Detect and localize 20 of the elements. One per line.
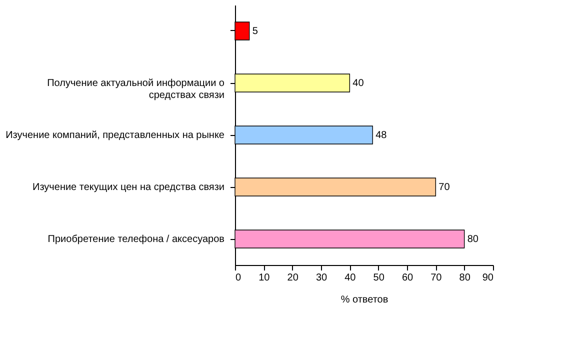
y-tick-label: Изучение компаний, представленных на рынке — [6, 130, 225, 141]
data-label: 70 — [438, 182, 450, 193]
x-tick-label: 40 — [344, 272, 356, 284]
data-label: 48 — [376, 130, 388, 141]
data-label: 80 — [467, 234, 479, 245]
x-tick-label: 0 — [236, 272, 242, 284]
x-tick-label: 60 — [402, 272, 414, 284]
x-tick-label: 90 — [482, 272, 494, 284]
x-tick-label: 20 — [287, 272, 299, 284]
x-tick-label: 50 — [373, 272, 385, 284]
data-label: 40 — [352, 78, 364, 89]
x-axis-title: % ответов — [340, 294, 388, 306]
x-tick-label: 70 — [430, 272, 442, 284]
y-tick-label: Изучение текущих цен на средства связи — [32, 182, 224, 193]
x-tick-label: 10 — [258, 272, 270, 284]
data-label: 5 — [252, 26, 258, 37]
y-tick-label: Приобретение телефона / аксесуаров — [48, 234, 224, 245]
x-tick-label: 30 — [316, 272, 328, 284]
x-tick-label: 80 — [459, 272, 471, 284]
y-tick-label: Получение актуальной информации о средствах связи — [47, 78, 225, 101]
